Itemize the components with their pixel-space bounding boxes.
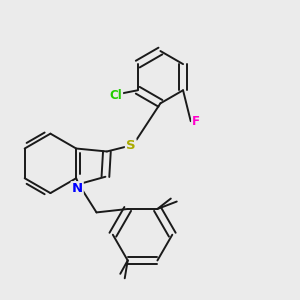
- Text: F: F: [192, 115, 200, 128]
- Text: N: N: [72, 182, 83, 195]
- Text: S: S: [126, 139, 136, 152]
- Text: Cl: Cl: [110, 88, 122, 101]
